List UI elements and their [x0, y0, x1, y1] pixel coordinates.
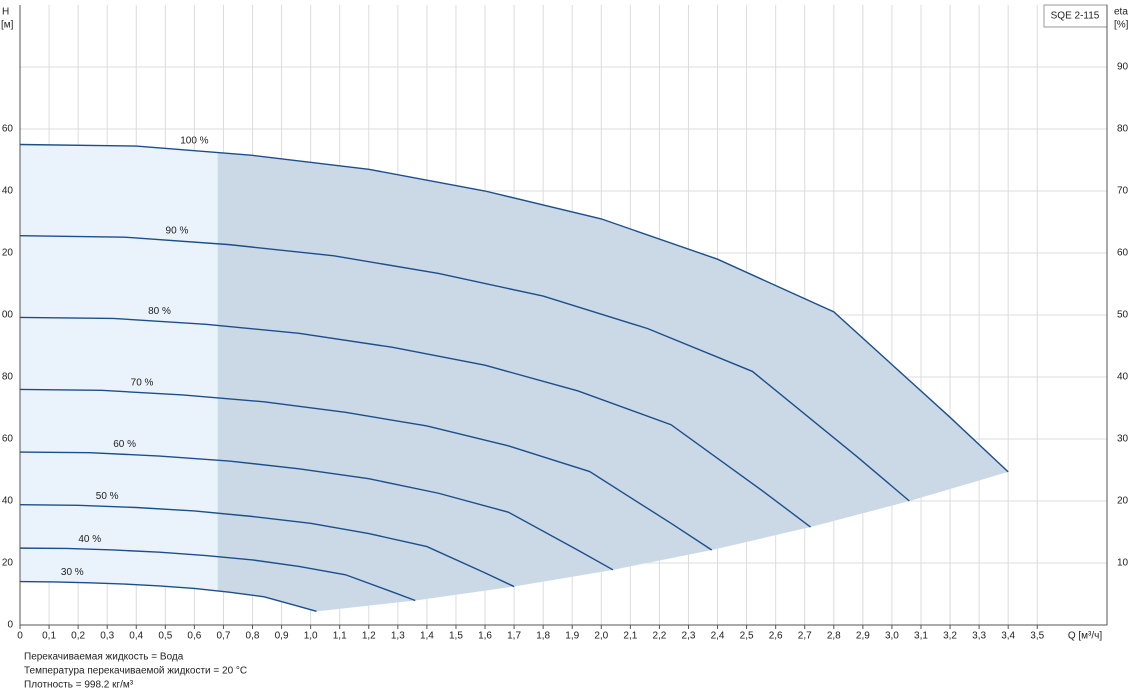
y2-tick-label: 20	[1117, 496, 1129, 507]
speed-curve	[19, 580, 317, 613]
x-tick-label: 1,1	[333, 631, 347, 642]
note: Перекачиваемая жидкость = Вода	[24, 652, 184, 663]
x-tick-label: 2,1	[623, 631, 637, 642]
x-tick-label: 2,8	[827, 631, 841, 642]
x-tick-label: 1,7	[507, 631, 521, 642]
x-tick-label: 2,4	[711, 631, 725, 642]
y-tick-label: 20	[2, 248, 14, 259]
x-tick-label: 3,4	[1001, 631, 1015, 642]
y2-tick-label: 40	[1117, 372, 1129, 383]
x-tick-label: 2,3	[682, 631, 696, 642]
curve-label: 90 %	[166, 226, 189, 237]
x-tick-label: 3,2	[943, 631, 957, 642]
y-tick-label: 80	[2, 372, 14, 383]
x-tick-label: 3,5	[1030, 631, 1044, 642]
y-tick-label: 20	[2, 558, 14, 569]
x-tick-label: 0,4	[129, 631, 143, 642]
curve-label: 60 %	[113, 439, 136, 450]
x-tick-label: 1,5	[449, 631, 463, 642]
x-tick-label: 3,0	[885, 631, 899, 642]
area-operating	[217, 152, 1009, 612]
y2-tick-label: 30	[1117, 434, 1129, 445]
curve-label: 100 %	[180, 135, 208, 146]
x-tick-label: 1,9	[565, 631, 579, 642]
y2-tick-label: 50	[1117, 310, 1129, 321]
x-tick-label: 2,6	[769, 631, 783, 642]
curve-label: 70 %	[131, 377, 154, 388]
speed-curve	[19, 504, 515, 588]
x-tick-label: 0,1	[42, 631, 56, 642]
speed-curve	[19, 388, 713, 551]
x-tick-label: 0,9	[275, 631, 289, 642]
legend-label: SQE 2-115	[1051, 11, 1100, 22]
x-tick-label: 0,7	[216, 631, 230, 642]
y-axis-label: H	[2, 7, 9, 18]
x-tick-label: 1,3	[391, 631, 405, 642]
y-tick-label: 60	[2, 124, 14, 135]
y2-tick-label: 80	[1117, 124, 1129, 135]
x-tick-label: 1,6	[478, 631, 492, 642]
x-tick-label: 1,2	[362, 631, 376, 642]
note: Температура перекачиваемой жидкости = 20…	[24, 666, 247, 677]
curve-label: 30 %	[61, 567, 84, 578]
x-tick-label: 1,4	[420, 631, 434, 642]
y2-tick-label: 90	[1117, 62, 1129, 73]
x-tick-label: 2,7	[798, 631, 812, 642]
curve-label: 50 %	[96, 491, 119, 502]
speed-curve	[19, 234, 910, 502]
y-tick-label: 0	[7, 620, 13, 631]
x-tick-label: 2,9	[856, 631, 870, 642]
x-tick-label: 0,6	[187, 631, 201, 642]
speed-curve	[19, 451, 614, 571]
x-tick-label: 1,8	[536, 631, 550, 642]
y2-axis-label: eta	[1114, 7, 1128, 18]
y2-tick-label: 60	[1117, 248, 1129, 259]
x-tick-label: 1,0	[304, 631, 318, 642]
y2-tick-label: 70	[1117, 186, 1129, 197]
speed-curve	[19, 316, 811, 528]
y2-axis-unit: [%]	[1114, 20, 1129, 31]
curve-label: 80 %	[148, 306, 171, 317]
x-tick-label: 3,1	[914, 631, 928, 642]
note: Плотность = 998.2 кг/м³	[24, 680, 134, 691]
speed-curve	[19, 547, 416, 602]
y-tick-label: 40	[2, 186, 14, 197]
x-tick-label: 3,3	[972, 631, 986, 642]
y-tick-label: 00	[2, 310, 14, 321]
x-tick-label: 0,8	[246, 631, 260, 642]
y-axis-unit: [м]	[1, 20, 14, 31]
x-tick-label: 0	[17, 631, 23, 642]
speed-curve	[19, 143, 1009, 473]
y-tick-label: 60	[2, 434, 14, 445]
x-tick-label: 0,2	[71, 631, 85, 642]
y-tick-label: 40	[2, 496, 14, 507]
x-tick-label: 0,5	[158, 631, 172, 642]
x-tick-label: 0,3	[100, 631, 114, 642]
x-tick-label: 2,2	[652, 631, 666, 642]
x-axis-label: Q [м³/ч]	[1068, 631, 1103, 642]
curve-label: 40 %	[78, 534, 101, 545]
x-tick-label: 2,0	[594, 631, 608, 642]
y2-tick-label: 10	[1117, 558, 1129, 569]
x-tick-label: 2,5	[740, 631, 754, 642]
